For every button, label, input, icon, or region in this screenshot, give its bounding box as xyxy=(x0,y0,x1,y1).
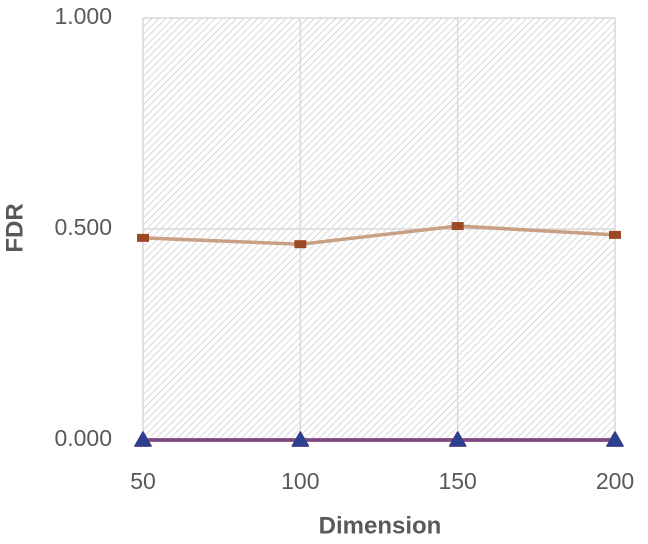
marker xyxy=(134,431,152,447)
x-axis-title: Dimension xyxy=(319,512,442,539)
marker xyxy=(609,230,621,239)
x-tick-label: 50 xyxy=(130,468,156,494)
y-axis-title: FDR xyxy=(1,203,28,252)
y-tick-label: 0.000 xyxy=(54,425,112,451)
y-tick-label: 0.500 xyxy=(54,214,112,240)
marker xyxy=(137,233,149,242)
x-tick-label: 100 xyxy=(281,468,319,494)
x-tick-label: 200 xyxy=(596,468,634,494)
marker xyxy=(451,222,464,231)
marker xyxy=(291,431,310,447)
y-tick-label: 1.000 xyxy=(54,3,112,29)
marker xyxy=(448,431,467,447)
marker xyxy=(294,240,307,249)
series-line xyxy=(142,224,616,246)
marker xyxy=(606,431,624,447)
x-tick-label: 150 xyxy=(438,468,476,494)
